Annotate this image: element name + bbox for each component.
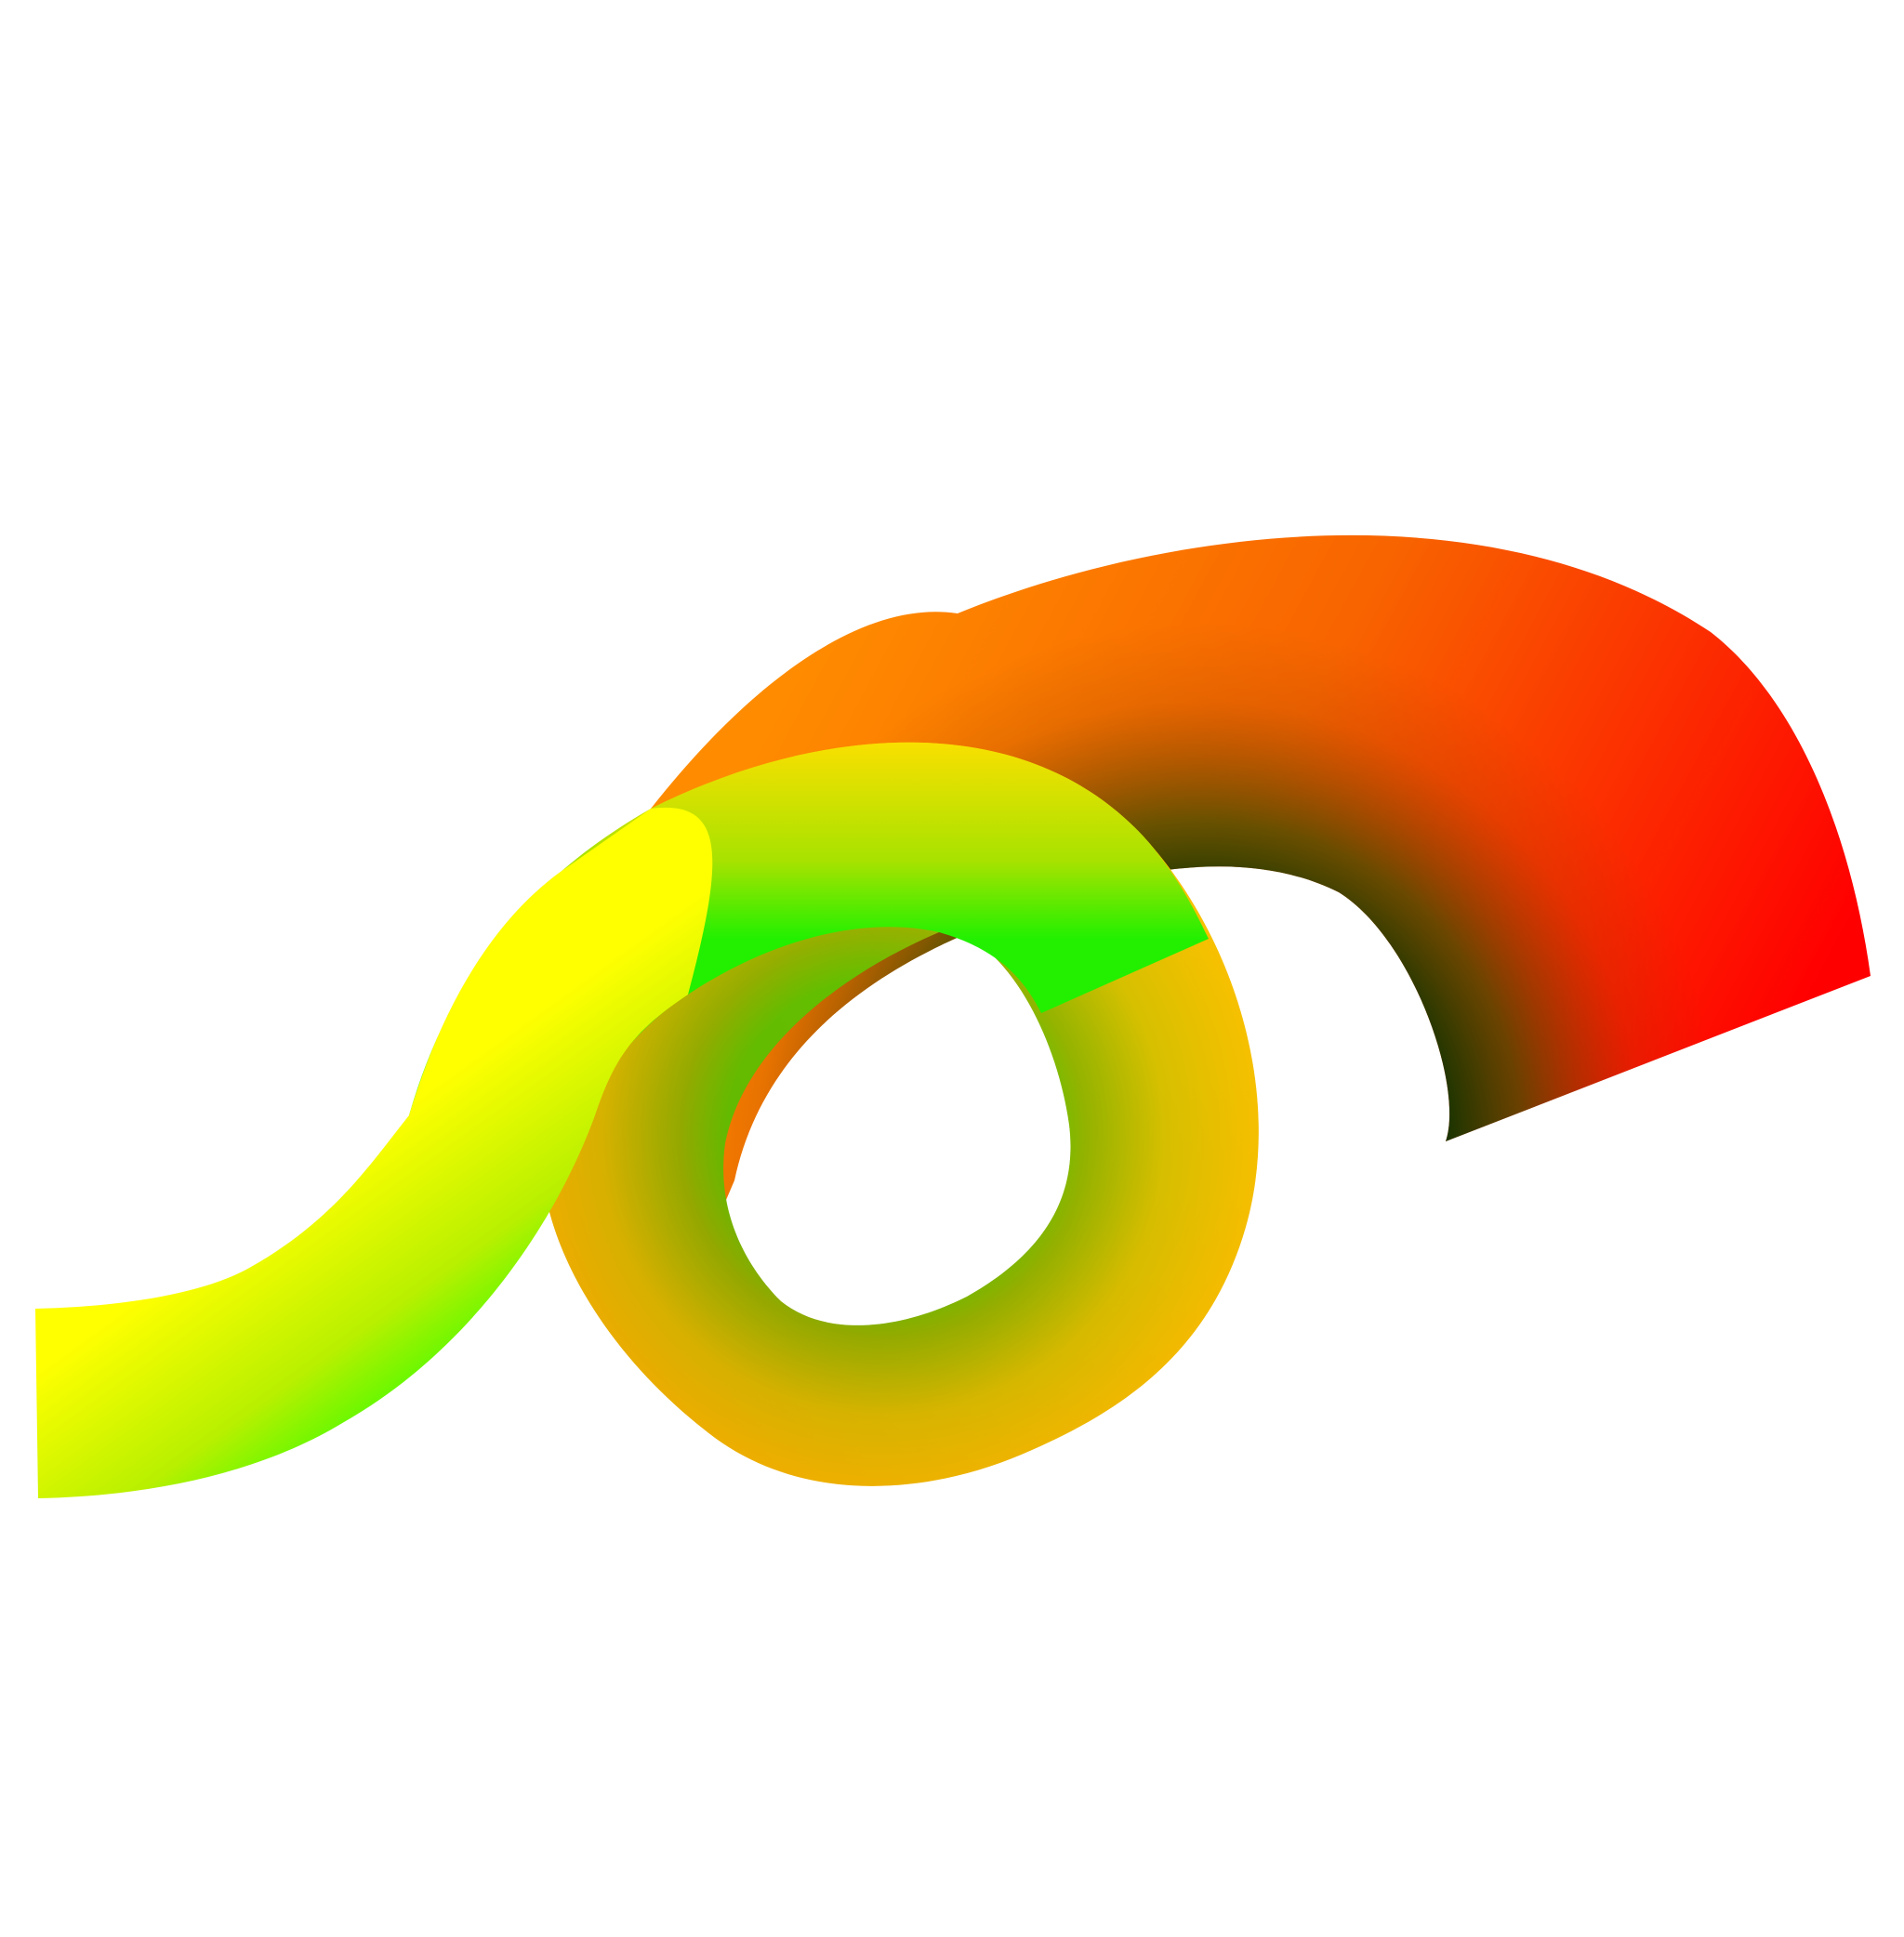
orange-red-arc-band [651, 534, 1871, 1245]
yellow-green-tail-band [35, 807, 713, 1498]
